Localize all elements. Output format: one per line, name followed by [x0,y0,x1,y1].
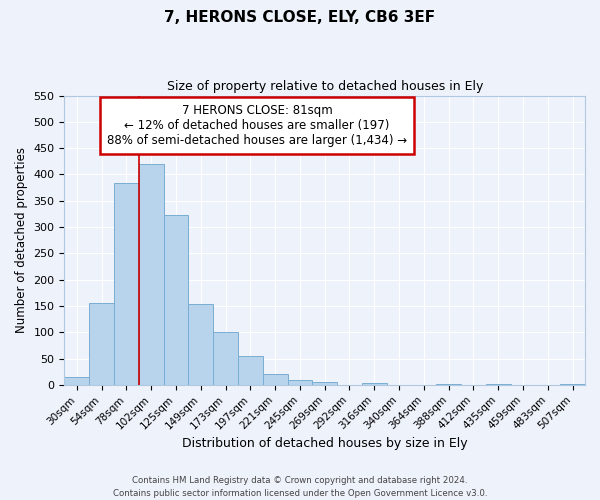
Bar [436,384,461,385]
Bar [362,384,386,385]
Text: Contains HM Land Registry data © Crown copyright and database right 2024.
Contai: Contains HM Land Registry data © Crown c… [113,476,487,498]
Bar [64,377,89,385]
Bar [560,384,585,385]
X-axis label: Distribution of detached houses by size in Ely: Distribution of detached houses by size … [182,437,467,450]
Text: 7 HERONS CLOSE: 81sqm
← 12% of detached houses are smaller (197)
88% of semi-det: 7 HERONS CLOSE: 81sqm ← 12% of detached … [107,104,407,147]
Bar [139,164,164,385]
Y-axis label: Number of detached properties: Number of detached properties [15,147,28,333]
Text: 7, HERONS CLOSE, ELY, CB6 3EF: 7, HERONS CLOSE, ELY, CB6 3EF [164,10,436,25]
Bar [213,332,238,385]
Bar [89,304,114,385]
Bar [164,216,188,385]
Title: Size of property relative to detached houses in Ely: Size of property relative to detached ho… [167,80,483,93]
Bar [313,382,337,385]
Bar [188,304,213,385]
Bar [486,384,511,385]
Bar [238,356,263,385]
Bar [287,380,313,385]
Bar [263,374,287,385]
Bar [114,184,139,385]
